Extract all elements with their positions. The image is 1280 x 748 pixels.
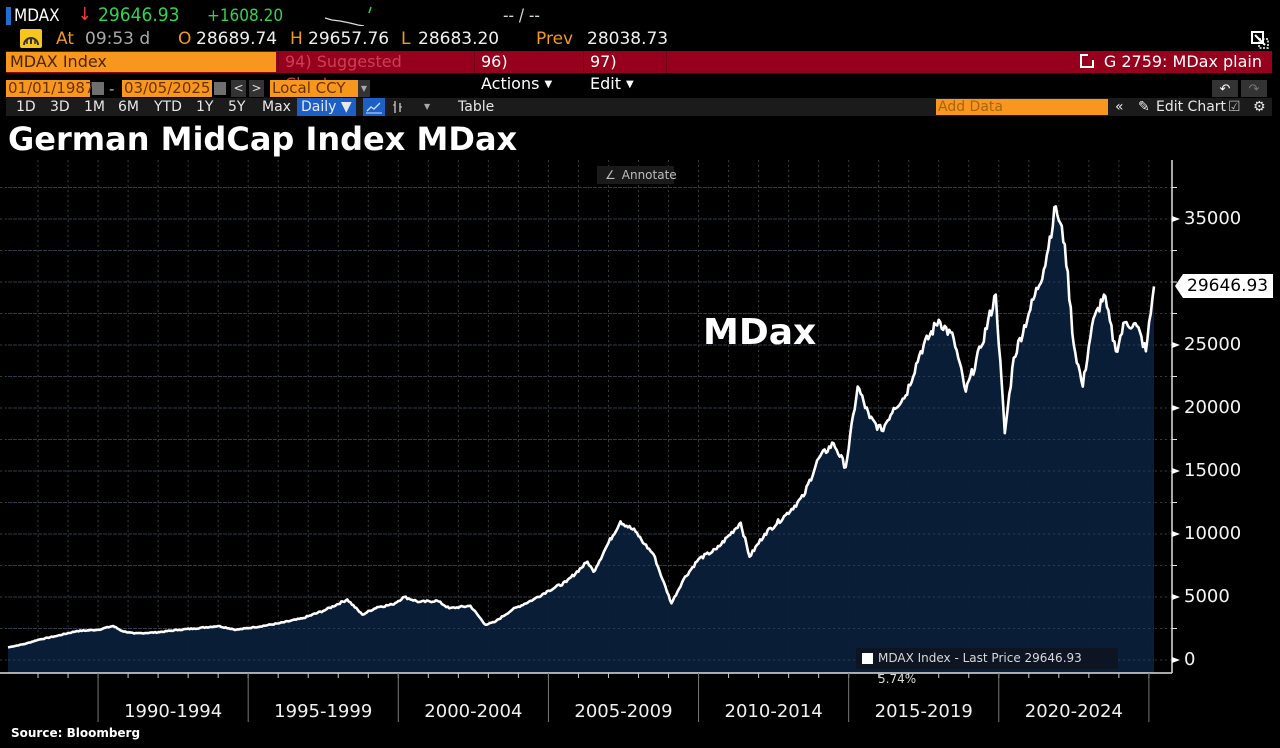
chart-type-dropdown-icon[interactable]: ▼ xyxy=(424,102,431,111)
y-tick-marker xyxy=(1172,405,1180,411)
last-price-tag: 29646.93 xyxy=(1174,274,1274,299)
add-data-input[interactable]: Add Data xyxy=(936,99,1108,115)
prev-label: Prev xyxy=(536,29,574,49)
external-link-icon xyxy=(1079,53,1095,68)
period-6m[interactable]: 6M xyxy=(118,99,139,115)
annotate-button[interactable]: ∠ Annotate xyxy=(597,166,677,184)
calendar-icon[interactable] xyxy=(214,82,226,95)
bid-ask: -- / -- xyxy=(503,6,540,26)
y-tick-label: 15000 xyxy=(1184,460,1242,481)
security-color-marker xyxy=(6,7,11,25)
down-arrow-icon: ↓ xyxy=(78,4,92,25)
y-tick-marker xyxy=(1172,594,1180,600)
quote-detail-row: At 09:53 d O 28689.74 H 29657.76 L 28683… xyxy=(0,27,1280,49)
security-field[interactable]: MDAX Index xyxy=(6,52,276,72)
undo-button[interactable]: ↶ xyxy=(1212,80,1238,97)
y-tick-marker xyxy=(1172,531,1180,537)
x-tick-label: 2000-2004 xyxy=(424,701,523,722)
y-tick-label: 20000 xyxy=(1184,397,1242,418)
y-tick-label: 0 xyxy=(1184,649,1196,670)
actions-menu[interactable]: 96) Actions ▼ xyxy=(474,51,582,93)
low-value: 28683.20 xyxy=(418,29,500,49)
gauge-icon[interactable] xyxy=(20,29,42,48)
end-date-input[interactable]: 03/05/2025 xyxy=(122,79,212,97)
series-line xyxy=(7,205,1156,649)
pencil-icon: ∠ xyxy=(605,168,616,182)
legend: MDAX Index - Last Price 29646.93 5.74% xyxy=(856,648,1118,686)
legend-swatch xyxy=(862,653,873,664)
popout-icon[interactable] xyxy=(1251,31,1269,49)
quote-time: 09:53 d xyxy=(85,29,151,49)
ticker-row: MDAX ↓ 29646.93 +1608.20 -- / -- xyxy=(0,0,1280,26)
currency-select[interactable]: Local CCY xyxy=(270,80,358,97)
actions-label: 96) Actions xyxy=(481,52,540,93)
caret-down-icon[interactable]: ▼ xyxy=(358,80,370,97)
start-date-input[interactable]: 01/01/1987 xyxy=(6,79,95,97)
line-chart-icon[interactable] xyxy=(363,98,385,116)
y-tick-label: 35000 xyxy=(1184,208,1242,229)
ticker-symbol: MDAX xyxy=(14,6,60,26)
y-tick-marker xyxy=(1172,468,1180,474)
y-tick-label: 25000 xyxy=(1184,334,1242,355)
gear-icon[interactable]: ⚙ xyxy=(1253,99,1266,115)
legend-entry: MDAX Index - Last Price 29646.93 5.74% xyxy=(878,651,1082,686)
period-ytd[interactable]: YTD xyxy=(154,99,182,115)
y-tick-label: 5000 xyxy=(1184,586,1230,607)
y-tick-marker xyxy=(1172,657,1180,663)
chart-toolbar: 1D 3D 1M 6M YTD 1Y 5Y Max Daily ▼ ▼ Tabl… xyxy=(6,98,1272,116)
y-tick-marker xyxy=(1172,216,1180,222)
last-price: 29646.93 xyxy=(98,4,180,26)
annotate-label: Annotate xyxy=(621,168,677,182)
table-button[interactable]: Table xyxy=(458,99,495,115)
edit-menu[interactable]: 97) Edit ▼ xyxy=(583,51,665,93)
x-tick-label: 2015-2019 xyxy=(874,701,973,722)
caret-down-icon: ▼ xyxy=(625,78,634,90)
y-tick-marker xyxy=(1172,342,1180,348)
x-tick-label: 1990-1994 xyxy=(124,701,223,722)
period-max[interactable]: Max xyxy=(262,99,291,115)
chart-title: German MidCap Index MDax xyxy=(8,120,518,158)
next-period-button[interactable]: > xyxy=(249,80,264,97)
open-label: O xyxy=(178,29,192,49)
period-3d[interactable]: 3D xyxy=(50,99,70,115)
edit-label: 97) Edit xyxy=(590,52,621,93)
series-annotation: MDax xyxy=(703,312,817,353)
area-fill xyxy=(8,206,1154,673)
time-label: At xyxy=(56,29,74,49)
period-1m[interactable]: 1M xyxy=(84,99,105,115)
bar-chart-icon[interactable] xyxy=(390,98,406,116)
open-value: 28689.74 xyxy=(196,29,278,49)
calendar-icon[interactable] xyxy=(92,82,104,95)
edit-chart-button[interactable]: Edit Chart xyxy=(1156,99,1227,115)
source-note: Source: Bloomberg xyxy=(11,726,141,740)
net-change: +1608.20 xyxy=(207,6,284,26)
collapse-icon[interactable]: « xyxy=(1115,99,1124,115)
prev-value: 28038.73 xyxy=(587,29,669,49)
pencil-icon[interactable]: ✎ xyxy=(1138,99,1150,115)
x-tick-label: 2010-2014 xyxy=(724,701,823,722)
caret-down-icon: ▼ xyxy=(544,78,553,90)
low-label: L xyxy=(401,29,411,49)
frequency-dropdown[interactable]: Daily ▼ xyxy=(297,98,356,116)
y-tick-label: 10000 xyxy=(1184,523,1242,544)
period-1d[interactable]: 1D xyxy=(16,99,36,115)
x-tick-label: 1995-1999 xyxy=(274,701,373,722)
graph-title[interactable]: G 2759: MDax plain xyxy=(1079,51,1262,73)
date-separator: - xyxy=(109,80,115,98)
graph-title-label: G 2759: MDax plain xyxy=(1103,52,1262,71)
x-tick-label: 2020-2024 xyxy=(1024,701,1123,722)
period-1y[interactable]: 1Y xyxy=(196,99,214,115)
high-label: H xyxy=(290,29,303,49)
high-value: 29657.76 xyxy=(308,29,390,49)
sparkline-icon xyxy=(324,6,372,26)
checkbox-edit-icon[interactable]: ☑ xyxy=(1228,99,1241,115)
x-tick-label: 2005-2009 xyxy=(574,701,673,722)
period-5y[interactable]: 5Y xyxy=(228,99,246,115)
redo-button[interactable]: ↷ xyxy=(1241,80,1267,97)
prev-period-button[interactable]: < xyxy=(231,80,246,97)
